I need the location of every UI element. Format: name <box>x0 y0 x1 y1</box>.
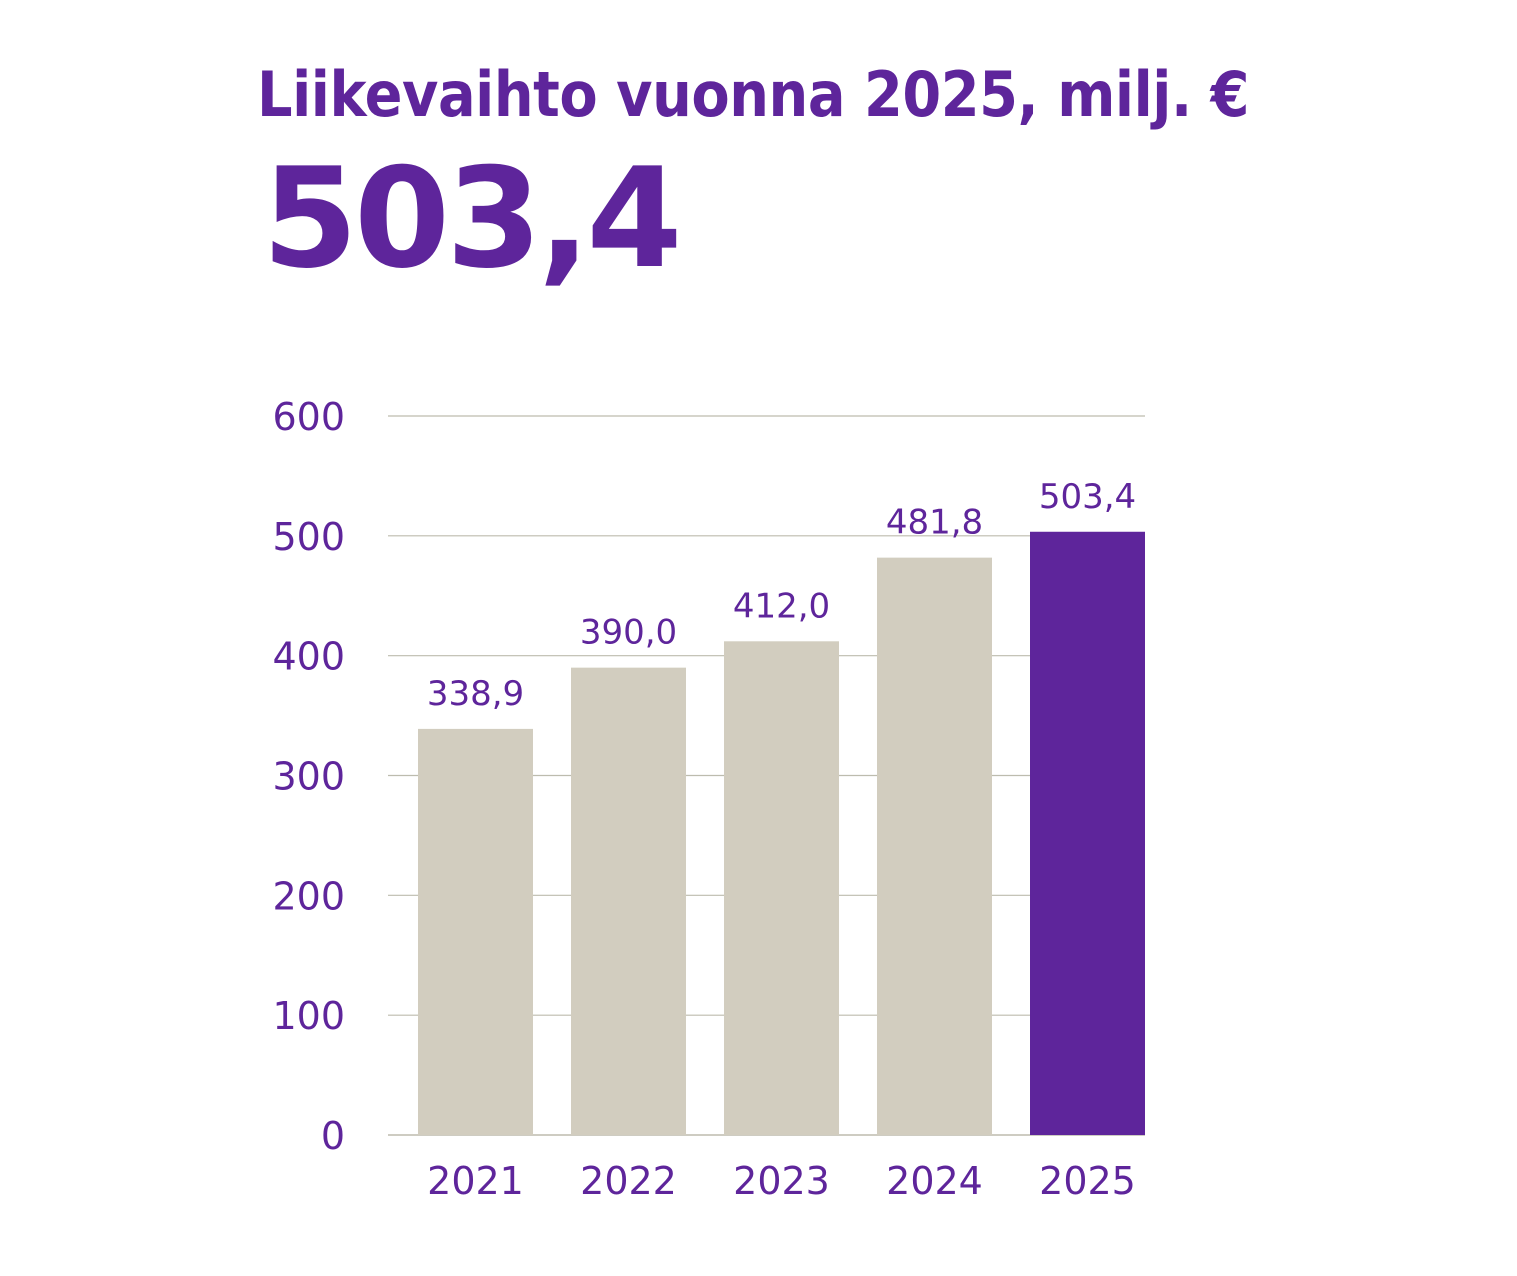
data-label-2024: 481,8 <box>886 503 983 543</box>
highlight-value: 503,4 <box>262 138 683 299</box>
y-tick-label-300: 300 <box>272 755 345 799</box>
data-label-2025: 503,4 <box>1039 477 1136 517</box>
bar-2022 <box>571 667 686 1135</box>
bar-2023 <box>724 641 839 1135</box>
y-tick-label-100: 100 <box>272 994 345 1038</box>
y-tick-label-500: 500 <box>272 515 345 559</box>
data-label-2022: 390,0 <box>580 613 677 653</box>
data-label-2023: 412,0 <box>733 586 830 626</box>
bar-2021 <box>418 728 533 1135</box>
y-tick-label-200: 200 <box>272 874 345 918</box>
x-tick-label-2025: 2025 <box>1039 1159 1136 1203</box>
x-tick-label-2021: 2021 <box>427 1159 524 1203</box>
x-tick-label-2023: 2023 <box>733 1159 830 1203</box>
bar-2025 <box>1030 531 1145 1135</box>
chart-title: Liikevaihto vuonna 2025, milj. € <box>257 58 1250 131</box>
bar-2024 <box>877 557 992 1135</box>
y-tick-label-0: 0 <box>321 1114 345 1158</box>
x-tick-label-2024: 2024 <box>886 1159 983 1203</box>
x-tick-label-2022: 2022 <box>580 1159 677 1203</box>
y-tick-label-400: 400 <box>272 635 345 679</box>
y-tick-label-600: 600 <box>272 395 345 439</box>
data-label-2021: 338,9 <box>427 674 524 714</box>
